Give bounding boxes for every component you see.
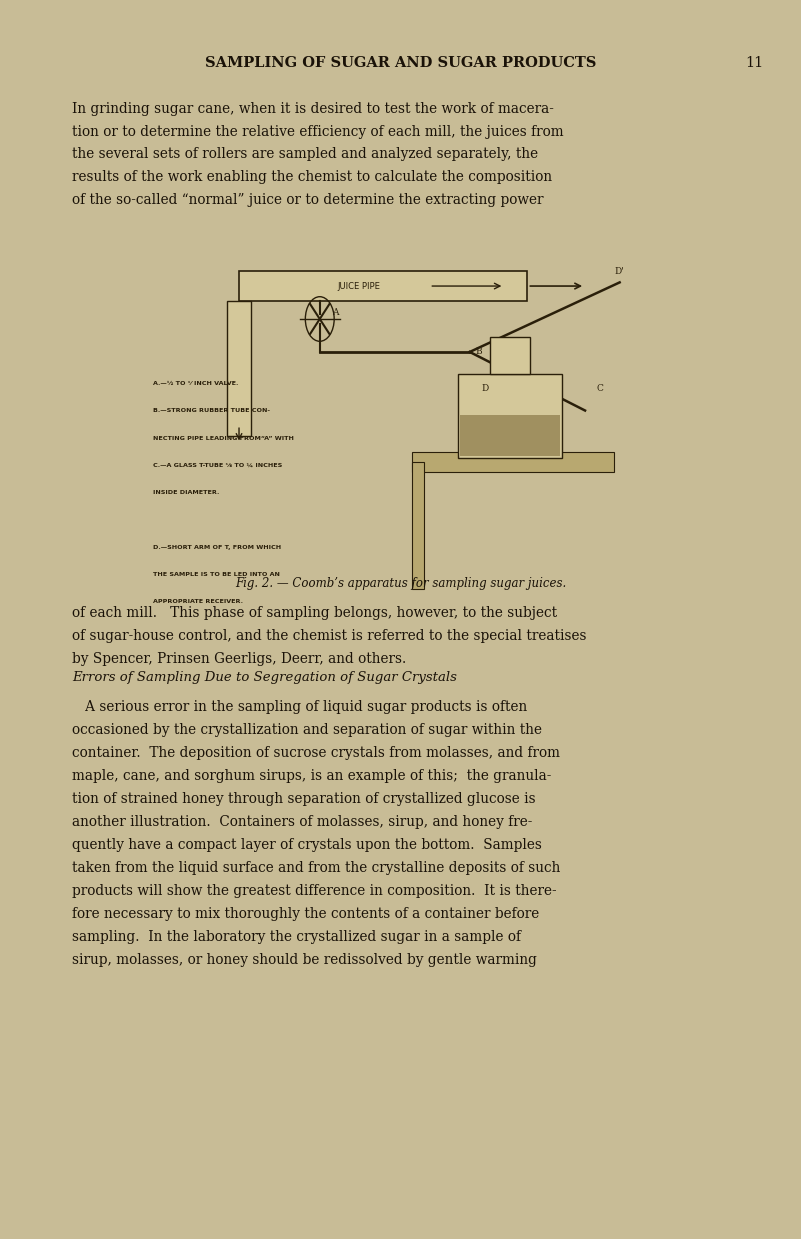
Text: results of the work enabling the chemist to calculate the composition: results of the work enabling the chemist… [72, 170, 552, 185]
Text: another illustration.  Containers of molasses, sirup, and honey fre-: another illustration. Containers of mola… [72, 815, 533, 829]
Text: JUICE PIPE: JUICE PIPE [338, 281, 380, 291]
Text: taken from the liquid surface and from the crystalline deposits of such: taken from the liquid surface and from t… [72, 861, 561, 875]
Text: Fig. 2. — Coomb’s apparatus for sampling sugar juices.: Fig. 2. — Coomb’s apparatus for sampling… [235, 577, 566, 590]
Text: A.—½ TO ⅟ INCH VALVE.: A.—½ TO ⅟ INCH VALVE. [152, 382, 238, 387]
Text: THE SAMPLE IS TO BE LED INTO AN: THE SAMPLE IS TO BE LED INTO AN [152, 572, 280, 577]
Bar [412, 462, 424, 589]
Bar [460, 415, 561, 456]
Text: sirup, molasses, or honey should be redissolved by gentle warming: sirup, molasses, or honey should be redi… [72, 953, 537, 966]
Text: 11: 11 [745, 56, 763, 69]
Text: A: A [332, 309, 338, 317]
Bar [239, 271, 527, 301]
Text: NECTING PIPE LEADING FROM“A” WITH: NECTING PIPE LEADING FROM“A” WITH [152, 436, 293, 441]
Text: D.—SHORT ARM OF T, FROM WHICH: D.—SHORT ARM OF T, FROM WHICH [152, 545, 280, 550]
Text: of sugar-house control, and the chemist is referred to the special treatises: of sugar-house control, and the chemist … [72, 629, 586, 643]
Text: the several sets of rollers are sampled and analyzed separately, the: the several sets of rollers are sampled … [72, 147, 538, 161]
Text: maple, cane, and sorghum sirups, is an example of this;  the granula-: maple, cane, and sorghum sirups, is an e… [72, 769, 551, 783]
Text: D': D' [615, 268, 625, 276]
Text: of the so-called “normal” juice or to determine the extracting power: of the so-called “normal” juice or to de… [72, 193, 544, 207]
Bar [490, 337, 530, 374]
Text: of each mill.   This phase of sampling belongs, however, to the subject: of each mill. This phase of sampling bel… [72, 606, 557, 621]
Text: C.—A GLASS T-TUBE ⅛ TO ¼ INCHES: C.—A GLASS T-TUBE ⅛ TO ¼ INCHES [152, 463, 282, 468]
Text: B.—STRONG RUBBER TUBE CON-: B.—STRONG RUBBER TUBE CON- [152, 409, 269, 414]
Text: container.  The deposition of sucrose crystals from molasses, and from: container. The deposition of sucrose cry… [72, 746, 560, 761]
Text: C: C [597, 384, 603, 393]
Text: tion of strained honey through separation of crystallized glucose is: tion of strained honey through separatio… [72, 792, 536, 807]
Text: tion or to determine the relative efficiency of each mill, the juices from: tion or to determine the relative effici… [72, 124, 564, 139]
Text: occasioned by the crystallization and separation of sugar within the: occasioned by the crystallization and se… [72, 724, 542, 737]
Text: fore necessary to mix thoroughly the contents of a container before: fore necessary to mix thoroughly the con… [72, 907, 539, 921]
Text: In grinding sugar cane, when it is desired to test the work of macera-: In grinding sugar cane, when it is desir… [72, 102, 554, 115]
Text: Errors of Sampling Due to Segregation of Sugar Crystals: Errors of Sampling Due to Segregation of… [72, 670, 457, 684]
Text: sampling.  In the laboratory the crystallized sugar in a sample of: sampling. In the laboratory the crystall… [72, 929, 521, 944]
Text: D: D [481, 384, 489, 393]
Text: B: B [476, 347, 482, 357]
Bar [458, 374, 562, 458]
Text: products will show the greatest difference in composition.  It is there-: products will show the greatest differen… [72, 883, 557, 898]
Bar [227, 301, 251, 436]
Text: APPROPRIATE RECEIVER.: APPROPRIATE RECEIVER. [152, 600, 243, 605]
Text: by Spencer, Prinsen Geerligs, Deerr, and others.: by Spencer, Prinsen Geerligs, Deerr, and… [72, 652, 406, 667]
Text: INSIDE DIAMETER.: INSIDE DIAMETER. [152, 491, 219, 496]
Text: quently have a compact layer of crystals upon the bottom.  Samples: quently have a compact layer of crystals… [72, 838, 542, 852]
Text: A serious error in the sampling of liquid sugar products is often: A serious error in the sampling of liqui… [72, 700, 527, 715]
Text: SAMPLING OF SUGAR AND SUGAR PRODUCTS: SAMPLING OF SUGAR AND SUGAR PRODUCTS [205, 56, 596, 69]
Bar [412, 452, 614, 472]
